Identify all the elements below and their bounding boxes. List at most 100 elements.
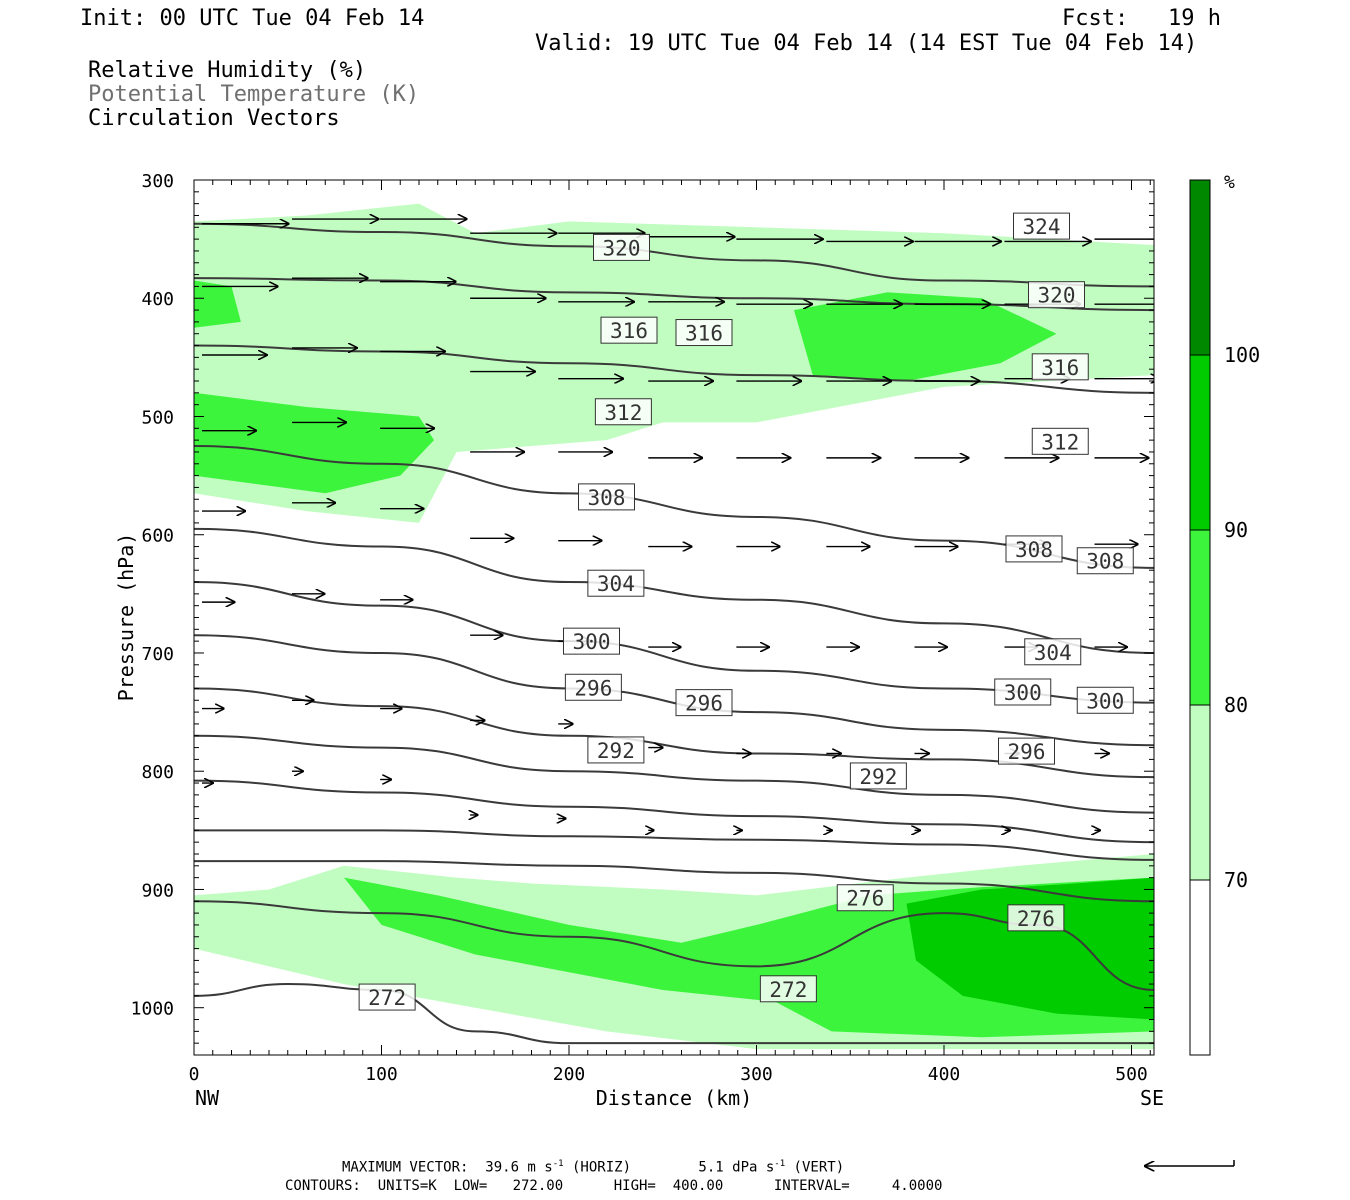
- colorbar-level-label: 100: [1224, 343, 1260, 367]
- svg-text:312: 312: [1041, 430, 1079, 454]
- theta-label-304: 304: [1024, 638, 1082, 666]
- x-tick-label: 100: [365, 1064, 398, 1085]
- svg-text:292: 292: [859, 765, 897, 789]
- theta-label-324: 324: [1013, 212, 1070, 240]
- forecast-hour: Fcst: 19 h: [1062, 6, 1221, 31]
- theta-label-292: 292: [587, 736, 645, 764]
- circulation-vectors: [202, 219, 1154, 830]
- field-vectors-label: Circulation Vectors: [88, 106, 340, 131]
- colorbar-level-label: 70: [1224, 868, 1248, 892]
- theta-label-272: 272: [358, 983, 416, 1011]
- init-time: Init: 00 UTC Tue 04 Feb 14: [80, 6, 425, 31]
- colorbar-level-label: 80: [1224, 693, 1248, 717]
- svg-text:316: 316: [610, 319, 648, 343]
- svg-text:292: 292: [597, 739, 635, 763]
- svg-text:304: 304: [1034, 641, 1072, 665]
- svg-text:296: 296: [1008, 740, 1046, 764]
- theta-label-316: 316: [600, 316, 658, 344]
- theta-contour-labels: 324 320 320 316 316 316 312 312 308 308 308 304 304 3…: [358, 212, 1134, 1011]
- colorbar-swatch: [1190, 705, 1210, 880]
- svg-text:324: 324: [1023, 215, 1061, 239]
- svg-text:320: 320: [603, 236, 641, 260]
- colorbar-level-label: 90: [1224, 518, 1248, 542]
- svg-text:308: 308: [1086, 550, 1124, 574]
- svg-text:308: 308: [1015, 538, 1053, 562]
- theta-label-312: 312: [1031, 427, 1089, 455]
- theta-contour-272: [194, 983, 1154, 1045]
- svg-text:304: 304: [597, 572, 635, 596]
- theta-label-296: 296: [675, 689, 733, 717]
- svg-text:296: 296: [685, 692, 723, 716]
- theta-contour-304: [194, 581, 1154, 704]
- theta-contour-324: [194, 222, 1154, 288]
- rh-region-3: [794, 292, 1057, 381]
- theta-label-312: 312: [594, 398, 652, 426]
- theta-label-272: 272: [759, 975, 817, 1003]
- theta-label-308: 308: [578, 483, 635, 511]
- x-tick-label: 200: [553, 1064, 586, 1085]
- rh-colorbar: 70 80 90 100: [1189, 179, 1260, 1056]
- field-theta-label: Potential Temperature (K): [88, 82, 420, 107]
- svg-text:300: 300: [573, 630, 611, 654]
- svg-text:296: 296: [574, 676, 612, 700]
- y-tick-label: 300: [141, 171, 174, 192]
- theta-contour-288: [194, 779, 1154, 844]
- x-tick-label: 400: [928, 1064, 961, 1085]
- max-vector-note: MAXIMUM VECTOR: 39.6 m s-1 (HORIZ) 5.1 d…: [342, 1159, 845, 1176]
- y-tick-label: 800: [141, 762, 174, 783]
- valid-time: Valid: 19 UTC Tue 04 Feb 14 (14 EST Tue …: [535, 31, 1198, 56]
- theta-label-320: 320: [1028, 281, 1085, 309]
- theta-label-292: 292: [849, 762, 907, 790]
- theta-contour-308: [194, 527, 1154, 654]
- svg-text:272: 272: [368, 986, 406, 1010]
- svg-text:300: 300: [1004, 681, 1042, 705]
- rh-shading: [194, 203, 1154, 1050]
- rh-region-1: [194, 280, 241, 328]
- x-axis-title: Distance (km): [596, 1086, 753, 1110]
- y-tick-label: 600: [141, 526, 174, 547]
- svg-text:320: 320: [1038, 284, 1076, 308]
- theta-contour-284: [194, 829, 1154, 861]
- theta-label-276: 276: [1007, 904, 1065, 932]
- rh-region-2: [194, 392, 434, 494]
- theta-label-300: 300: [563, 627, 620, 655]
- colorbar-swatch: [1190, 880, 1210, 1055]
- theta-contours: [194, 222, 1154, 1045]
- svg-text:276: 276: [1017, 907, 1055, 931]
- theta-label-304: 304: [587, 569, 645, 597]
- y-tick-label: 1000: [131, 999, 174, 1020]
- svg-text:276: 276: [846, 887, 884, 911]
- theta-contour-280: [194, 860, 1154, 903]
- theta-label-296: 296: [564, 673, 622, 701]
- field-rh-label: Relative Humidity (%): [88, 58, 367, 83]
- svg-text:300: 300: [1086, 689, 1124, 713]
- theta-label-316: 316: [1031, 353, 1089, 381]
- colorbar-swatch: [1190, 355, 1210, 530]
- theta-label-320: 320: [593, 233, 650, 261]
- y-axis-title: Pressure (hPa): [114, 533, 138, 702]
- x-tick-label: 300: [740, 1064, 773, 1085]
- colorbar-swatch: [1190, 180, 1210, 355]
- axes: 300 400 500 600 700 800 900 1000 0 100 200 300 400 50…: [131, 171, 1154, 1085]
- y-tick-label: 400: [141, 289, 174, 310]
- theta-label-300: 300: [994, 678, 1052, 706]
- colorbar-unit: %: [1224, 172, 1235, 193]
- rh-region-6: [906, 877, 1154, 1020]
- svg-text:272: 272: [769, 978, 807, 1002]
- theta-label-300: 300: [1076, 686, 1134, 714]
- svg-text:316: 316: [685, 322, 723, 346]
- svg-text:308: 308: [588, 486, 626, 510]
- rh-region-0: [194, 203, 1154, 523]
- theta-contour-316: [194, 344, 1154, 394]
- theta-label-308: 308: [1076, 547, 1134, 575]
- theta-contour-312: [194, 445, 1154, 569]
- theta-contour-292: [194, 734, 1154, 814]
- theta-contour-300: [194, 634, 1154, 747]
- x-tick-label: 0: [189, 1064, 200, 1085]
- y-tick-label: 500: [141, 407, 174, 428]
- x-tick-label: 500: [1115, 1064, 1148, 1085]
- theta-label-316: 316: [675, 319, 733, 347]
- theta-label-296: 296: [998, 737, 1055, 765]
- colorbar-swatch: [1190, 530, 1210, 705]
